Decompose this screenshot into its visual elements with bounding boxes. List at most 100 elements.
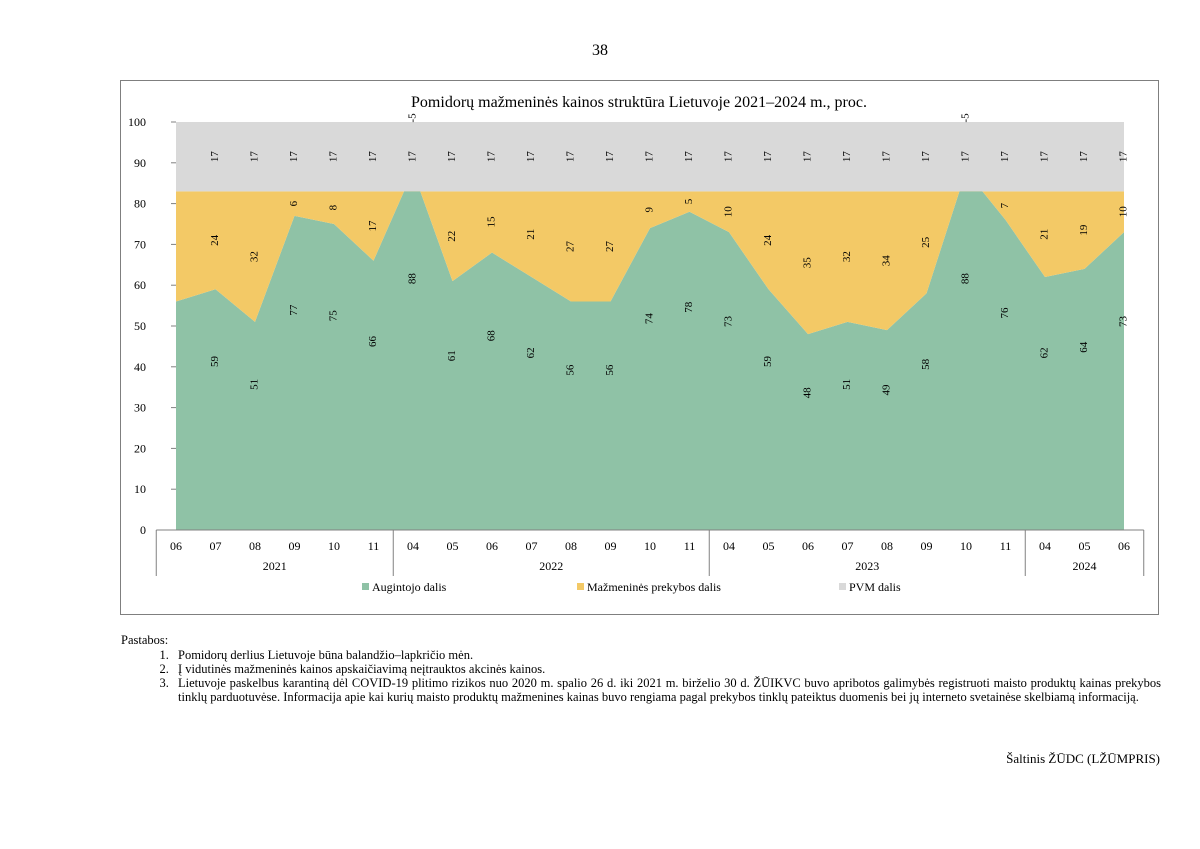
data-label: 17 [209,151,221,163]
data-label: 25 [920,236,932,248]
data-label: 17 [881,151,893,163]
x-month-label: 05 [763,539,775,553]
y-tick-label: 70 [134,237,146,251]
data-label: 61 [446,350,458,361]
x-month-label: 06 [170,539,182,553]
data-label: 5 [683,198,695,204]
data-label: 17 [1118,151,1130,163]
data-label: 19 [1078,224,1090,236]
data-label: 73 [1118,316,1130,328]
data-label: 17 [1039,151,1051,163]
x-month-label: 06 [486,539,498,553]
data-label: 17 [723,151,735,163]
series-area-2 [176,170,1124,335]
legend-swatch-1 [362,583,369,590]
data-label: 22 [446,231,458,242]
data-label: 8 [328,204,340,210]
data-label: 17 [802,151,814,163]
data-label: 48 [802,387,814,399]
data-label: 17 [920,151,932,163]
data-label: 9 [644,206,656,212]
data-label: 58 [920,358,932,370]
series-area-3 [176,122,1124,192]
data-label: 17 [1078,151,1090,163]
data-label: 66 [367,336,379,348]
note-item: Lietuvoje paskelbus karantiną dėl COVID-… [172,676,1161,704]
data-label: 24 [209,234,221,246]
data-label: 64 [1078,341,1090,353]
page-number: 38 [592,42,608,59]
data-label: -5 [407,113,419,123]
data-label: 15 [486,216,498,228]
note-item: Į vidutinės mažmeninės kainos apskaičiav… [172,662,1161,676]
x-month-label: 10 [960,539,972,553]
x-month-label: 08 [565,539,577,553]
legend-swatch-2 [577,583,584,590]
y-tick-label: 0 [140,523,146,537]
x-year-label: 2021 [263,559,287,573]
data-label: 17 [328,151,340,163]
data-label: 34 [881,255,893,267]
x-month-label: 05 [447,539,459,553]
data-label: 56 [565,364,577,376]
data-label: 77 [288,304,300,316]
x-month-label: 09 [921,539,933,553]
data-label: 88 [407,273,419,285]
chart-title: Pomidorų mažmeninės kainos struktūra Lie… [411,94,867,111]
data-label: 76 [999,307,1011,319]
y-tick-label: 60 [134,278,146,292]
data-label: 24 [762,234,774,246]
notes-heading: Pastabos: [121,633,169,647]
y-tick-label: 80 [134,197,146,211]
data-label: 68 [486,330,498,342]
area-chart: Pomidorų mažmeninės kainos struktūra Lie… [128,94,1145,594]
x-year-label: 2023 [855,559,879,573]
data-label: 10 [723,206,735,218]
data-label: 78 [683,301,695,313]
data-label: 35 [802,257,814,269]
notes-list: Pomidorų derlius Lietuvoje būna balandži… [121,648,1161,704]
x-month-label: 06 [1118,539,1130,553]
data-label: 59 [209,355,221,367]
y-tick-label: 30 [134,401,146,415]
legend-label: Mažmeninės prekybos dalis [587,580,721,594]
legend-label: Augintojo dalis [372,580,447,594]
data-label: 32 [249,251,261,262]
data-label: 17 [960,151,972,163]
data-label: 17 [407,151,419,163]
x-month-label: 05 [1079,539,1091,553]
data-label: 56 [604,364,616,376]
data-label: 62 [1039,347,1051,358]
x-month-label: 10 [328,539,340,553]
y-tick-label: 50 [134,319,146,333]
x-month-label: 09 [605,539,617,553]
x-month-label: 06 [802,539,814,553]
data-label: 75 [328,310,340,322]
data-label: 17 [525,151,537,163]
data-label: 17 [604,151,616,163]
y-tick-label: 20 [134,441,146,455]
x-month-label: 10 [644,539,656,553]
data-label: 17 [762,151,774,163]
data-label: 17 [644,151,656,163]
data-label: -5 [960,113,972,123]
x-month-label: 04 [723,539,735,553]
x-year-label: 2024 [1073,559,1097,573]
x-month-label: 07 [842,539,854,553]
data-label: 17 [841,151,853,163]
data-label: 17 [999,151,1011,163]
series-area-1 [176,170,1124,530]
y-tick-label: 40 [134,360,146,374]
data-label: 88 [960,273,972,285]
legend-label: PVM dalis [849,580,901,594]
x-month-label: 07 [526,539,538,553]
data-label: 74 [644,313,656,325]
x-month-label: 04 [1039,539,1051,553]
y-tick-label: 90 [134,156,146,170]
y-tick-label: 10 [134,482,146,496]
data-label: 6 [288,200,300,206]
x-month-label: 04 [407,539,419,553]
data-label: 62 [525,347,537,358]
data-label: 17 [565,151,577,163]
data-label: 17 [446,151,458,163]
